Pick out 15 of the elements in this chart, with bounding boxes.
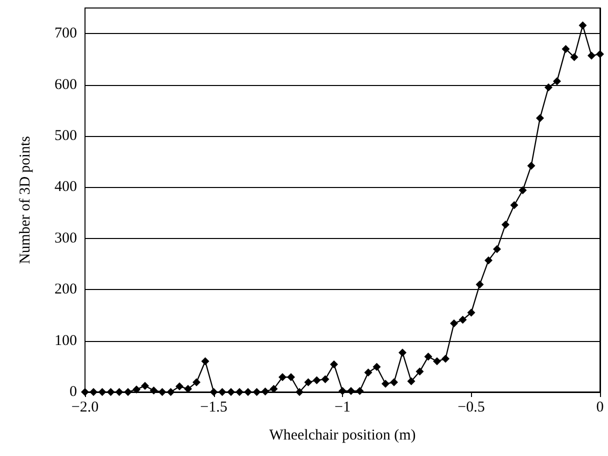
y-tick-label: 300 xyxy=(54,230,77,246)
y-tick-label: 200 xyxy=(54,282,77,298)
x-tick-label: −2.0 xyxy=(71,400,99,416)
y-tick-label: 600 xyxy=(54,76,77,93)
y-tick-label: 700 xyxy=(54,26,77,42)
y-tick-label: 100 xyxy=(54,332,77,349)
x-tick-label: 0 xyxy=(596,400,604,416)
x-tick-label: −1.5 xyxy=(200,400,228,416)
y-tick-label: 400 xyxy=(54,179,77,196)
y-tick-label: 500 xyxy=(54,128,77,144)
x-tick-label: −0.5 xyxy=(458,400,485,416)
y-axis-title: Number of 3D points xyxy=(18,136,34,264)
y-tick-label: 0 xyxy=(70,384,77,400)
x-axis-title: Wheelchair position (m) xyxy=(269,428,416,444)
x-tick-label: −1 xyxy=(334,400,350,416)
